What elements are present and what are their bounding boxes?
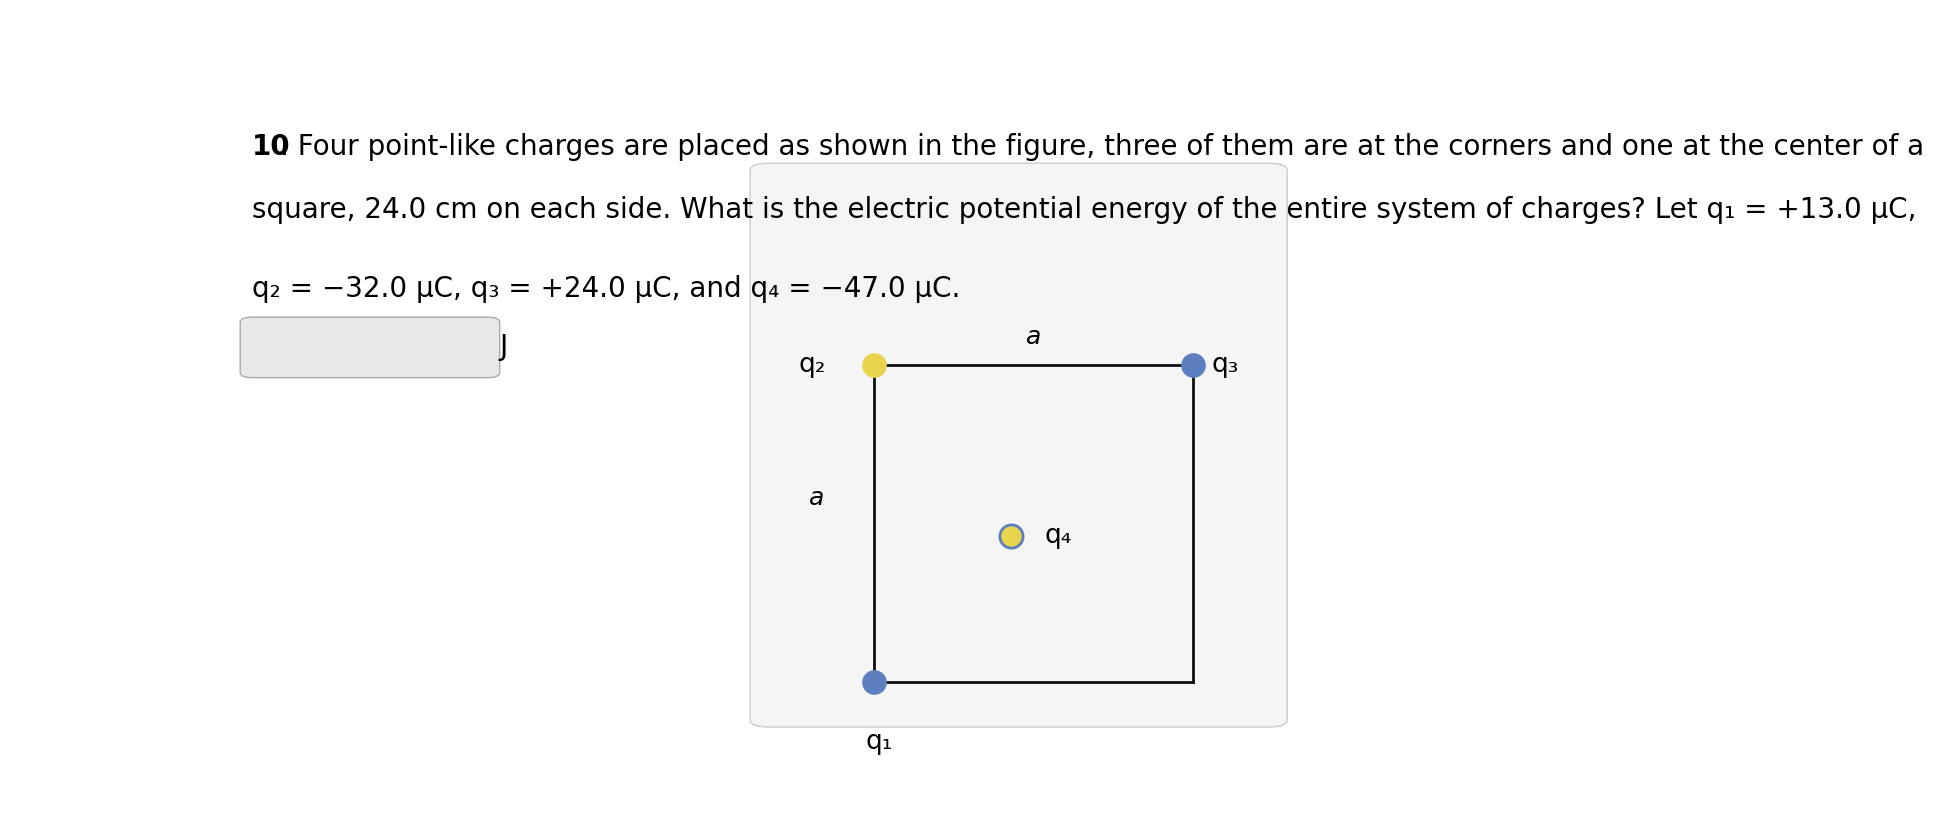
Text: q₄: q₄ [1043, 523, 1070, 549]
Text: 10: 10 [252, 133, 292, 161]
FancyBboxPatch shape [750, 163, 1286, 727]
Text: J: J [499, 333, 507, 361]
Text: . Four point-like charges are placed as shown in the figure, three of them are a: . Four point-like charges are placed as … [280, 133, 1924, 161]
Point [994, 529, 1025, 542]
Text: a: a [1025, 324, 1041, 349]
Text: q₂: q₂ [798, 352, 826, 378]
Text: a: a [808, 486, 824, 510]
Text: q₁: q₁ [865, 729, 892, 755]
Text: square, 24.0 cm on each side. What is the electric potential energy of the entir: square, 24.0 cm on each side. What is th… [252, 196, 1916, 224]
FancyBboxPatch shape [241, 317, 499, 378]
Point [859, 675, 890, 688]
Point [1176, 359, 1207, 372]
Point [859, 359, 890, 372]
Text: q₃: q₃ [1211, 352, 1239, 378]
Text: q₂ = −32.0 μC, q₃ = +24.0 μC, and q₄ = −47.0 μC.: q₂ = −32.0 μC, q₃ = +24.0 μC, and q₄ = −… [252, 275, 961, 303]
